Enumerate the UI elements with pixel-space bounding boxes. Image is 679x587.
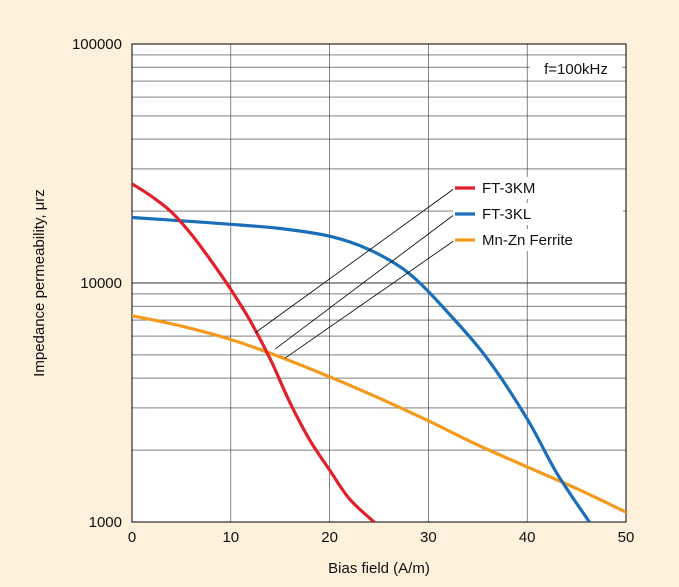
leader-line (275, 213, 456, 350)
x-tick-label: 0 (128, 529, 136, 546)
legend-bg (453, 229, 623, 251)
leader-lines (255, 187, 456, 359)
legend-label: FT-3KM (482, 180, 535, 197)
x-tick-label: 50 (618, 529, 635, 546)
legend-bg (453, 177, 623, 199)
legend-label: Mn-Zn Ferrite (482, 232, 573, 249)
tick-labels: 0 10 20 30 40 50 1000 10000 100000 (72, 36, 634, 546)
legend-bg (453, 203, 623, 225)
leader-line (255, 187, 456, 333)
grid (131, 44, 627, 523)
legend-label: FT-3KL (482, 206, 531, 223)
y-tick-label: 10000 (80, 275, 122, 292)
x-tick-label: 40 (519, 529, 536, 546)
leader-line (284, 239, 456, 359)
legend: FT-3KM FT-3KL Mn-Zn Ferrite (453, 177, 623, 251)
series-line-mn-zn-ferrite (132, 314, 626, 514)
series-line-ft-3kl (132, 215, 591, 522)
plot-frame (131, 43, 627, 523)
series-layer (132, 182, 626, 522)
y-axis-title: Impedance permeability, μrz (31, 189, 48, 377)
y-tick-label: 1000 (89, 514, 122, 531)
x-tick-label: 30 (420, 529, 437, 546)
annotation-bg (530, 60, 622, 80)
x-tick-label: 20 (321, 529, 338, 546)
x-axis-title: Bias field (A/m) (328, 560, 430, 577)
series-line-ft-3km (132, 182, 376, 522)
x-tick-label: 10 (222, 529, 239, 546)
y-tick-label: 100000 (72, 36, 122, 53)
annotation-frequency: f=100kHz (544, 61, 608, 78)
